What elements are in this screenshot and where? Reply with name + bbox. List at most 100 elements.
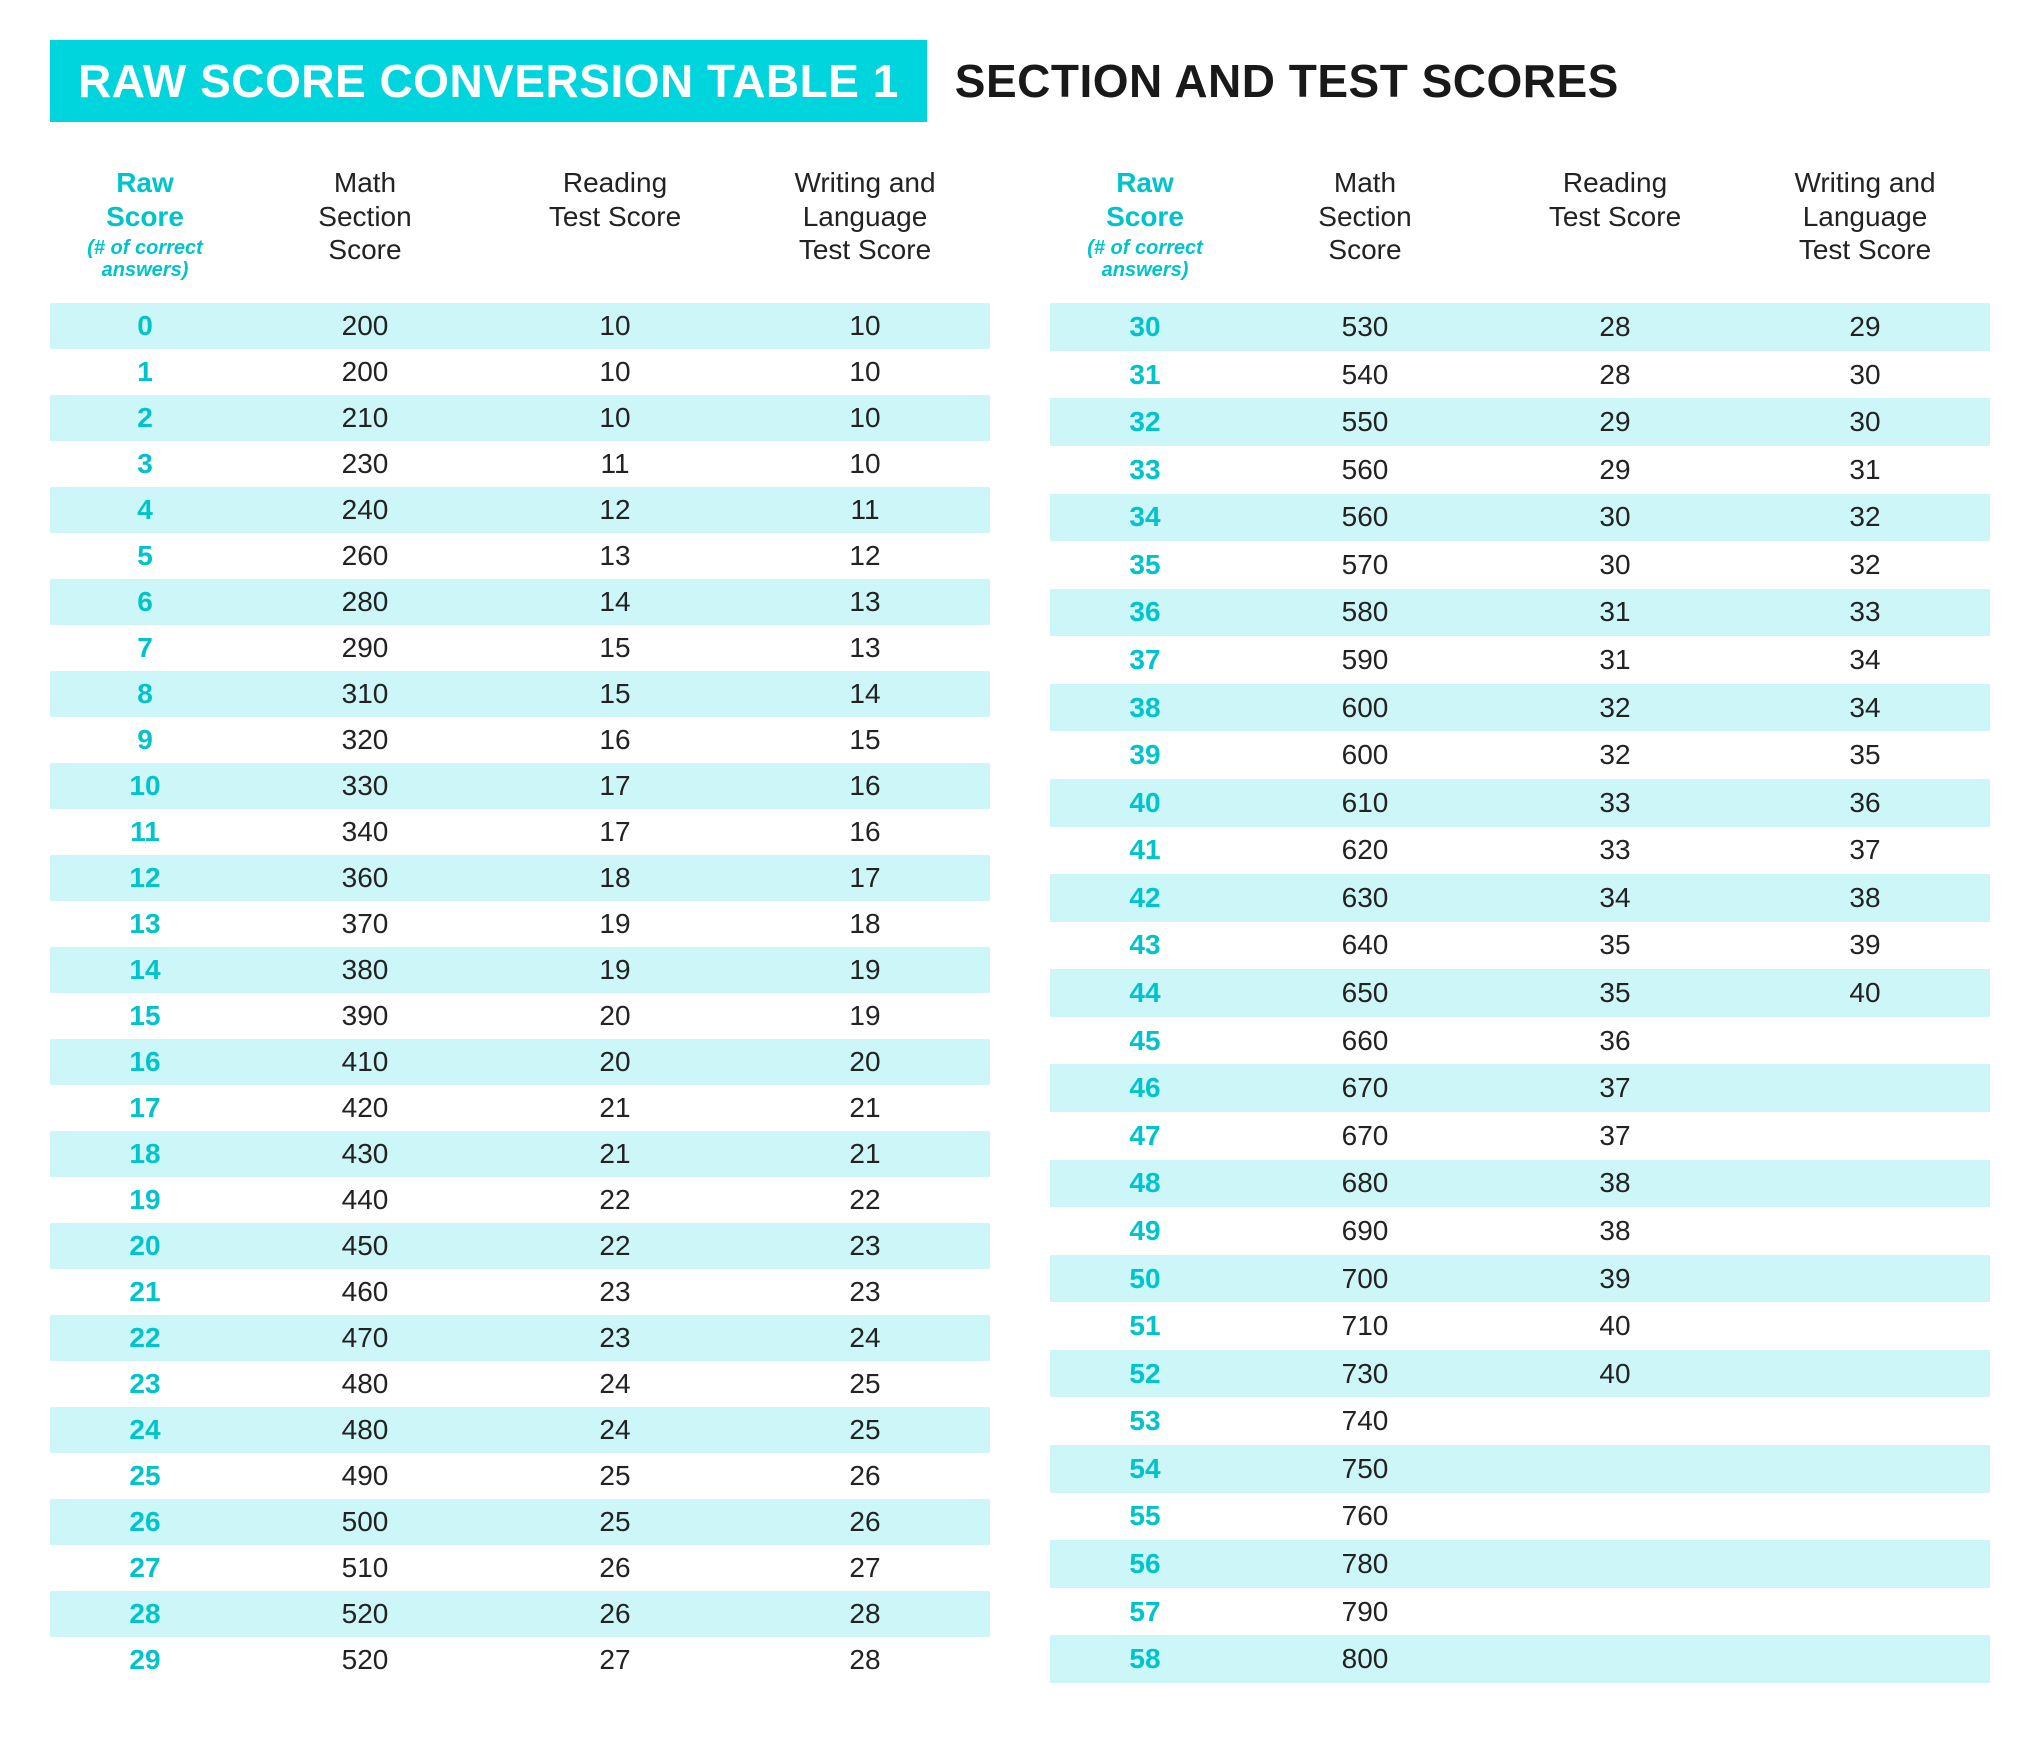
reading-score-cell: 24 <box>490 1407 740 1453</box>
col-header-text: Section <box>318 201 411 232</box>
table-row: 365803133 <box>1050 589 1990 637</box>
title-subtitle: SECTION AND TEST SCORES <box>927 40 1619 122</box>
reading-score-cell: 23 <box>490 1269 740 1315</box>
raw-score-cell: 40 <box>1050 779 1240 827</box>
math-score-cell: 600 <box>1240 731 1490 779</box>
math-score-cell: 410 <box>240 1039 490 1085</box>
reading-score-cell <box>1490 1540 1740 1588</box>
raw-score-cell: 41 <box>1050 827 1240 875</box>
col-header-text: Score <box>1328 234 1401 265</box>
raw-score-cell: 47 <box>1050 1112 1240 1160</box>
raw-score-cell: 16 <box>50 1039 240 1085</box>
writing-score-cell: 10 <box>740 441 990 487</box>
math-score-cell: 560 <box>1240 446 1490 494</box>
math-score-cell: 380 <box>240 947 490 993</box>
table-row: 244802425 <box>50 1407 990 1453</box>
writing-score-cell: 18 <box>740 901 990 947</box>
writing-score-cell: 34 <box>1740 636 1990 684</box>
writing-score-cell: 32 <box>1740 494 1990 542</box>
reading-score-cell: 33 <box>1490 827 1740 875</box>
table-row: 5171040 <box>1050 1302 1990 1350</box>
raw-score-cell: 37 <box>1050 636 1240 684</box>
reading-score-cell: 35 <box>1490 922 1740 970</box>
writing-score-cell: 10 <box>740 395 990 441</box>
table-row: 234802425 <box>50 1361 990 1407</box>
math-score-cell: 200 <box>240 303 490 349</box>
writing-score-cell: 36 <box>1740 779 1990 827</box>
writing-score-cell: 21 <box>740 1131 990 1177</box>
writing-score-cell: 15 <box>740 717 990 763</box>
table-row: 32301110 <box>50 441 990 487</box>
table-header-row: Raw Score (# of correct answers) Math Se… <box>1050 156 1990 303</box>
writing-score-cell: 20 <box>740 1039 990 1085</box>
writing-score-cell: 26 <box>740 1453 990 1499</box>
reading-score-cell: 20 <box>490 993 740 1039</box>
col-header-text: Section <box>1318 201 1411 232</box>
table-row: 224702324 <box>50 1315 990 1361</box>
col-header-writing: Writing and Language Test Score <box>1740 156 1990 303</box>
raw-score-cell: 26 <box>50 1499 240 1545</box>
math-score-cell: 630 <box>1240 874 1490 922</box>
writing-score-cell <box>1740 1445 1990 1493</box>
col-header-sub: answers) <box>1102 259 1189 281</box>
reading-score-cell: 12 <box>490 487 740 533</box>
table-row: 56780 <box>1050 1540 1990 1588</box>
col-header-text: Writing and <box>794 167 935 198</box>
reading-score-cell: 10 <box>490 349 740 395</box>
reading-score-cell: 10 <box>490 395 740 441</box>
col-header-text: Test Score <box>549 201 681 232</box>
writing-score-cell <box>1740 1588 1990 1636</box>
math-score-cell: 790 <box>1240 1588 1490 1636</box>
col-header-text: Score <box>1106 201 1184 232</box>
col-header-writing: Writing and Language Test Score <box>740 156 990 303</box>
raw-score-cell: 13 <box>50 901 240 947</box>
writing-score-cell <box>1740 1493 1990 1541</box>
tables-container: Raw Score (# of correct answers) Math Se… <box>50 156 1984 1683</box>
table-row: 446503540 <box>1050 969 1990 1017</box>
reading-score-cell: 20 <box>490 1039 740 1085</box>
table-row: 4667037 <box>1050 1064 1990 1112</box>
reading-score-cell: 36 <box>1490 1017 1740 1065</box>
table-row: 386003234 <box>1050 684 1990 732</box>
raw-score-cell: 23 <box>50 1361 240 1407</box>
col-header-text: Writing and <box>1794 167 1935 198</box>
raw-score-cell: 20 <box>50 1223 240 1269</box>
reading-score-cell: 37 <box>1490 1112 1740 1160</box>
table-row: 254902526 <box>50 1453 990 1499</box>
reading-score-cell: 26 <box>490 1591 740 1637</box>
raw-score-cell: 44 <box>1050 969 1240 1017</box>
math-score-cell: 460 <box>240 1269 490 1315</box>
reading-score-cell: 31 <box>1490 636 1740 684</box>
reading-score-cell: 21 <box>490 1085 740 1131</box>
col-header-text: Language <box>1803 201 1928 232</box>
reading-score-cell: 24 <box>490 1361 740 1407</box>
table-row: 174202121 <box>50 1085 990 1131</box>
writing-score-cell <box>1740 1397 1990 1445</box>
raw-score-cell: 43 <box>1050 922 1240 970</box>
writing-score-cell <box>1740 1540 1990 1588</box>
reading-score-cell: 38 <box>1490 1207 1740 1255</box>
writing-score-cell: 13 <box>740 625 990 671</box>
table-row: 4566036 <box>1050 1017 1990 1065</box>
table-row: 62801413 <box>50 579 990 625</box>
table-row: 355703032 <box>1050 541 1990 589</box>
writing-score-cell <box>1740 1064 1990 1112</box>
math-score-cell: 240 <box>240 487 490 533</box>
raw-score-cell: 46 <box>1050 1064 1240 1112</box>
writing-score-cell: 16 <box>740 809 990 855</box>
table-row: 275102627 <box>50 1545 990 1591</box>
reading-score-cell: 10 <box>490 303 740 349</box>
raw-score-cell: 17 <box>50 1085 240 1131</box>
raw-score-cell: 9 <box>50 717 240 763</box>
writing-score-cell: 30 <box>1740 398 1990 446</box>
math-score-cell: 520 <box>240 1637 490 1683</box>
raw-score-cell: 49 <box>1050 1207 1240 1255</box>
writing-score-cell: 21 <box>740 1085 990 1131</box>
conversion-table-left: Raw Score (# of correct answers) Math Se… <box>50 156 990 1683</box>
reading-score-cell <box>1490 1635 1740 1683</box>
reading-score-cell: 28 <box>1490 303 1740 351</box>
col-header-sub: answers) <box>102 259 189 281</box>
raw-score-cell: 53 <box>1050 1397 1240 1445</box>
math-score-cell: 230 <box>240 441 490 487</box>
title-highlight: RAW SCORE CONVERSION TABLE 1 <box>50 40 927 122</box>
